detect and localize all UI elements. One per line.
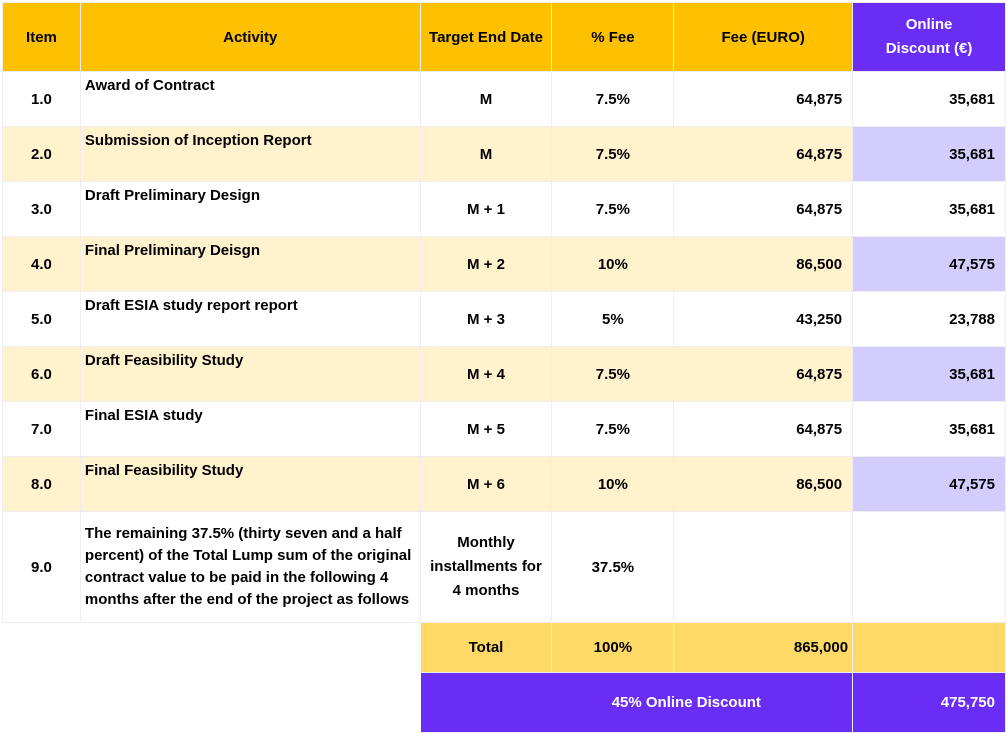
table-row: 7.0 Final ESIA study M + 5 7.5% 64,875 3…	[2, 401, 1006, 457]
target-line: 4 months	[452, 582, 520, 599]
cell-pct: 7.5%	[551, 126, 675, 182]
cell-discount: 35,681	[852, 71, 1006, 127]
activity-line: The remaining 37.5% (thirty seven and a …	[84, 525, 402, 542]
cell-fee-empty	[673, 511, 854, 623]
total-row: Total 100% 865,000	[2, 622, 1006, 673]
table-row: 4.0 Final Preliminary Deisgn M + 2 10% 8…	[2, 236, 1006, 292]
cell-fee: 86,500	[673, 236, 854, 292]
online-discount-row: 45% Online Discount 475,750	[2, 672, 1006, 733]
cell-fee: 64,875	[673, 71, 854, 127]
blank-cell	[79, 622, 421, 673]
header-activity: Activity	[79, 2, 421, 72]
cell-fee: 64,875	[673, 126, 854, 182]
cell-discount: 47,575	[852, 456, 1006, 512]
cell-fee: 43,250	[673, 291, 854, 347]
cell-item: 6.0	[2, 346, 81, 402]
blank-cell	[79, 672, 421, 733]
activity-line: months after the end of the project as f…	[84, 591, 410, 608]
cell-target: M	[419, 71, 553, 127]
cell-activity: Award of Contract	[79, 71, 421, 127]
header-online-discount: Online Discount (€)	[852, 2, 1006, 72]
cell-activity-long: The remaining 37.5% (thirty seven and a …	[79, 511, 421, 623]
cell-activity: Submission of Inception Report	[79, 126, 421, 182]
table-row: 3.0 Draft Preliminary Design M + 1 7.5% …	[2, 181, 1006, 237]
cell-activity: Draft Feasibility Study	[79, 346, 421, 402]
cell-discount: 35,681	[852, 401, 1006, 457]
cell-item: 3.0	[2, 181, 81, 237]
cell-item: 1.0	[2, 71, 81, 127]
table-row-remaining-payment: 9.0 The remaining 37.5% (thirty seven an…	[2, 511, 1006, 623]
total-empty	[852, 622, 1006, 673]
total-fee: 865,000	[673, 622, 854, 673]
header-pct-fee: % Fee	[551, 2, 675, 72]
cell-pct: 5%	[551, 291, 675, 347]
cell-discount: 47,575	[852, 236, 1006, 292]
cell-activity: Final ESIA study	[79, 401, 421, 457]
header-row: Item Activity Target End Date % Fee Fee …	[2, 2, 1006, 72]
cell-item: 2.0	[2, 126, 81, 182]
header-fee-euro: Fee (EURO)	[673, 2, 854, 72]
blank-cell	[2, 622, 81, 673]
header-online-discount-line2: Discount (€)	[885, 40, 973, 57]
cell-pct: 7.5%	[551, 346, 675, 402]
cell-item: 5.0	[2, 291, 81, 347]
total-pct: 100%	[551, 622, 675, 673]
cell-activity: Draft ESIA study report report	[79, 291, 421, 347]
header-item: Item	[2, 2, 81, 72]
table-row: 5.0 Draft ESIA study report report M + 3…	[2, 291, 1006, 347]
table-row: 2.0 Submission of Inception Report M 7.5…	[2, 126, 1006, 182]
cell-fee: 86,500	[673, 456, 854, 512]
cell-discount-empty	[852, 511, 1006, 623]
cell-activity: Draft Preliminary Design	[79, 181, 421, 237]
cell-discount: 35,681	[852, 181, 1006, 237]
header-online-discount-line1: Online	[905, 16, 953, 33]
cell-target: M + 3	[419, 291, 553, 347]
activity-line: contract value to be paid in the followi…	[84, 569, 389, 586]
cell-activity: Final Preliminary Deisgn	[79, 236, 421, 292]
cell-target: M	[419, 126, 553, 182]
cell-discount: 23,788	[852, 291, 1006, 347]
cell-target: M + 2	[419, 236, 553, 292]
cell-pct: 7.5%	[551, 401, 675, 457]
total-label: Total	[419, 622, 553, 673]
online-discount-value: 475,750	[852, 672, 1006, 733]
cell-fee: 64,875	[673, 401, 854, 457]
cell-fee: 64,875	[673, 346, 854, 402]
cell-pct: 7.5%	[551, 71, 675, 127]
table-row: 6.0 Draft Feasibility Study M + 4 7.5% 6…	[2, 346, 1006, 402]
online-discount-label: 45% Online Discount	[419, 672, 854, 733]
cell-item: 7.0	[2, 401, 81, 457]
cell-item: 8.0	[2, 456, 81, 512]
target-line: installments for	[430, 558, 542, 575]
cell-target: M + 4	[419, 346, 553, 402]
activity-line: percent) of the Total Lump sum of the or…	[84, 547, 412, 564]
target-line: Monthly	[457, 534, 515, 551]
cell-fee: 64,875	[673, 181, 854, 237]
cell-activity: Final Feasibility Study	[79, 456, 421, 512]
cell-item: 4.0	[2, 236, 81, 292]
cell-pct: 10%	[551, 456, 675, 512]
table-row: 1.0 Award of Contract M 7.5% 64,875 35,6…	[2, 71, 1006, 127]
table-row: 8.0 Final Feasibility Study M + 6 10% 86…	[2, 456, 1006, 512]
cell-discount: 35,681	[852, 126, 1006, 182]
cell-pct: 7.5%	[551, 181, 675, 237]
cell-target-monthly: Monthly installments for 4 months	[419, 511, 553, 623]
cell-target: M + 5	[419, 401, 553, 457]
cell-target: M + 6	[419, 456, 553, 512]
cell-discount: 35,681	[852, 346, 1006, 402]
blank-cell	[2, 672, 81, 733]
cell-item: 9.0	[2, 511, 81, 623]
cell-pct: 37.5%	[551, 511, 675, 623]
cell-pct: 10%	[551, 236, 675, 292]
cell-target: M + 1	[419, 181, 553, 237]
header-target-end-date: Target End Date	[419, 2, 553, 72]
